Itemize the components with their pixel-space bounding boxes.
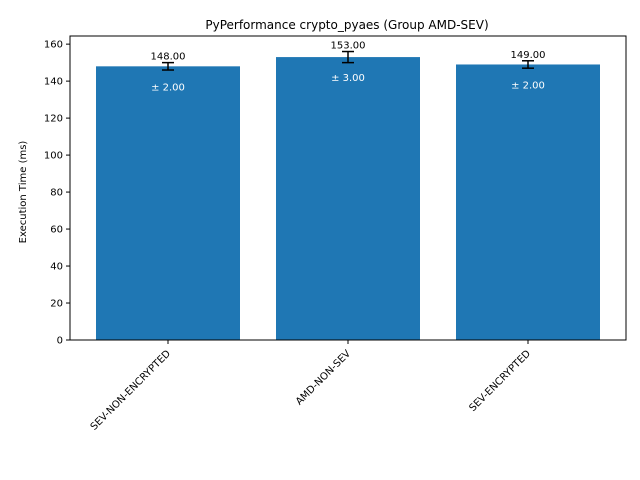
y-tick-label: 20 bbox=[50, 299, 63, 310]
x-tick-label: SEV-ENCRYPTED bbox=[467, 348, 533, 414]
bars bbox=[96, 57, 600, 341]
error-bars bbox=[162, 50, 534, 71]
error-label: ± 2.00 bbox=[151, 82, 185, 93]
y-axis-ticks: 0 20 40 60 80 100 120 140 160 bbox=[44, 40, 70, 347]
y-tick-label: 120 bbox=[44, 114, 63, 125]
y-tick-label: 40 bbox=[50, 262, 63, 273]
x-tick-label: SEV-NON-ENCRYPTED bbox=[89, 348, 174, 433]
y-tick-label: 0 bbox=[57, 336, 63, 347]
y-tick-label: 140 bbox=[44, 77, 63, 88]
error-label: ± 2.00 bbox=[511, 80, 545, 91]
value-label: 149.00 bbox=[511, 50, 546, 61]
bar bbox=[456, 64, 600, 341]
chart-title: PyPerformance crypto_pyaes (Group AMD-SE… bbox=[205, 18, 488, 32]
value-label: 148.00 bbox=[151, 52, 186, 63]
y-tick-label: 60 bbox=[50, 225, 63, 236]
value-label: 153.00 bbox=[331, 41, 366, 52]
y-tick-label: 80 bbox=[50, 188, 63, 199]
bar bbox=[96, 66, 240, 340]
y-tick-label: 100 bbox=[44, 151, 63, 162]
x-tick-label: AMD-NON-SEV bbox=[294, 348, 353, 407]
error-label: ± 3.00 bbox=[331, 73, 365, 84]
y-tick-label: 160 bbox=[44, 40, 63, 51]
plot-frame bbox=[69, 35, 627, 341]
bar bbox=[276, 57, 420, 340]
data-labels: 148.00 ± 2.00 153.00 ± 3.00 149.00 ± 2.00 bbox=[151, 41, 546, 94]
x-axis-ticks: SEV-NON-ENCRYPTED AMD-NON-SEV SEV-ENCRYPTE… bbox=[89, 340, 533, 433]
y-axis-label: Execution Time (ms) bbox=[18, 141, 29, 244]
